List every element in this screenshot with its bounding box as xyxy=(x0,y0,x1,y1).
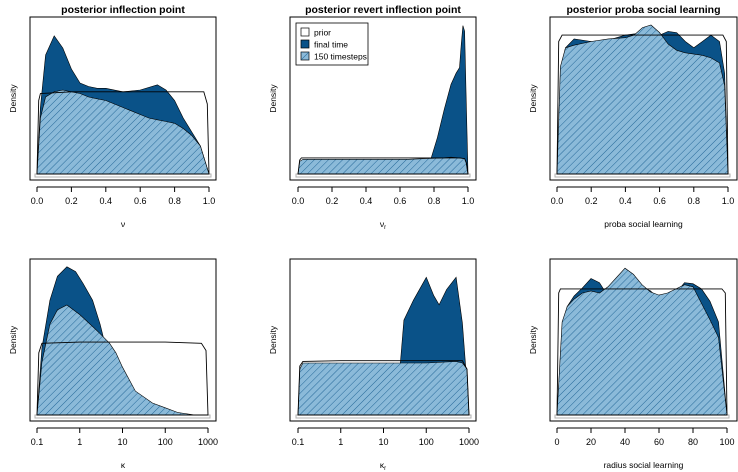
legend: prior final time 150 timesteps xyxy=(295,22,369,66)
x-axis-label: νr xyxy=(380,219,386,231)
y-axis-label: Density xyxy=(268,325,278,354)
x-tick-label: 60 xyxy=(654,437,664,447)
legend-swatch-final-time xyxy=(300,39,310,49)
x-tick-label: 10 xyxy=(378,437,388,447)
y-axis-label: Density xyxy=(8,84,18,113)
x-tick-label: 0.4 xyxy=(360,196,373,206)
x-tick-label: 10 xyxy=(117,437,127,447)
x-tick-label: 0.1 xyxy=(292,437,305,447)
x-tick-label: 0.2 xyxy=(65,196,78,206)
chart-panel-2: 0.0 0.2 0.4 0.6 0.8 1.0 νr Density posterior rev… xyxy=(268,4,477,231)
series-prior-line xyxy=(556,288,728,416)
legend-swatch-prior xyxy=(300,27,310,37)
series-150-timesteps-hatch xyxy=(556,267,728,416)
x-tick-label: 1.0 xyxy=(203,196,216,206)
x-tick-label: 0.6 xyxy=(653,196,666,206)
x-tick-label: 1000 xyxy=(198,437,218,447)
x-tick-label: 0.0 xyxy=(31,196,44,206)
series-prior-line xyxy=(297,360,470,416)
x-tick-label: 0.0 xyxy=(292,196,305,206)
series-prior-line xyxy=(556,34,729,175)
x-tick-label: 0.8 xyxy=(688,196,701,206)
x-tick-label: 1.0 xyxy=(722,196,735,206)
x-tick-label: 100 xyxy=(719,437,734,447)
series-prior-line xyxy=(297,157,469,175)
plot-frame xyxy=(549,16,738,181)
x-tick-label: 80 xyxy=(688,437,698,447)
x-tick-label: 0.8 xyxy=(428,196,441,206)
x-axis-label: radius social learning xyxy=(604,460,684,470)
x-tick-label: 0.2 xyxy=(585,196,598,206)
chart-panel-6: 0 20 40 60 80 100 radius social learning Densit… xyxy=(528,258,738,470)
chart-panel-4: 0.1 1 10 100 1000 κ Density xyxy=(8,258,218,470)
plot-frame xyxy=(289,258,477,422)
x-tick-label: 1.0 xyxy=(462,196,475,206)
x-tick-label: 1 xyxy=(338,437,343,447)
legend-swatch-hatch xyxy=(301,52,309,60)
chart-title: posterior proba social learning xyxy=(566,4,720,16)
x-tick-label: 100 xyxy=(158,437,173,447)
x-axis-label: κ xyxy=(121,460,126,470)
series-150-timesteps-hatch xyxy=(297,156,469,175)
x-axis-label: κr xyxy=(380,460,386,472)
plot-frame xyxy=(549,258,738,422)
chart-title: posterior inflection point xyxy=(61,4,185,16)
x-tick-label: 1 xyxy=(77,437,82,447)
x-axis-label-subscript: r xyxy=(384,225,386,231)
x-tick-label: 20 xyxy=(586,437,596,447)
x-tick-label: 0.0 xyxy=(551,196,564,206)
x-axis-label: proba social learning xyxy=(604,219,683,229)
series-prior-line xyxy=(36,341,209,416)
legend-label-final-time: final time xyxy=(314,40,348,50)
x-tick-label: 0 xyxy=(554,437,559,447)
series-150-timesteps-hatch xyxy=(556,24,729,175)
plot-frame xyxy=(29,16,217,181)
legend-label-prior: prior xyxy=(314,28,331,38)
x-tick-label: 0.6 xyxy=(134,196,147,206)
series-150-timesteps-hatch xyxy=(297,361,470,416)
y-axis-label: Density xyxy=(528,325,538,354)
y-axis-label: Density xyxy=(8,325,18,354)
y-axis-label: Density xyxy=(528,84,538,113)
chart-panel-1: 0.0 0.2 0.4 0.6 0.8 1.0 ν Density posterior infl… xyxy=(8,4,217,229)
x-tick-label: 0.4 xyxy=(100,196,113,206)
chart-panel-3: 0.0 0.2 0.4 0.6 0.8 1.0 proba social learning D… xyxy=(528,4,738,229)
chart-panel-5: 0.1 1 10 100 1000 κr Density xyxy=(268,258,479,472)
y-axis-label: Density xyxy=(268,84,278,113)
x-axis-label: ν xyxy=(121,219,125,229)
x-tick-label: 0.6 xyxy=(394,196,407,206)
plot-frame xyxy=(289,16,477,181)
x-tick-label: 40 xyxy=(620,437,630,447)
x-tick-label: 0.1 xyxy=(31,437,44,447)
plot-frame xyxy=(29,258,217,422)
series-prior-line xyxy=(36,91,210,175)
x-tick-label: 100 xyxy=(419,437,434,447)
x-tick-label: 0.2 xyxy=(326,196,339,206)
series-150-timesteps-hatch xyxy=(36,304,208,416)
x-axis-label-subscript: r xyxy=(384,466,386,472)
series-150-timesteps-hatch xyxy=(36,89,210,175)
x-tick-label: 1000 xyxy=(459,437,479,447)
legend-label-timesteps: 150 timesteps xyxy=(314,52,367,62)
x-tick-label: 0.8 xyxy=(168,196,181,206)
chart-title: posterior revert inflection point xyxy=(305,4,461,16)
x-tick-label: 0.4 xyxy=(619,196,632,206)
